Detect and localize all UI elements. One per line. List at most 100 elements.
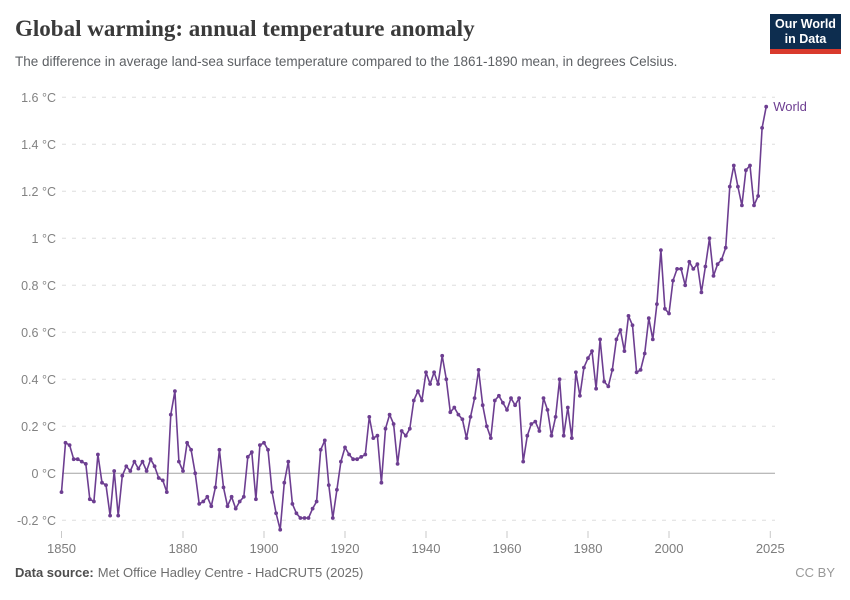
data-point[interactable] [104, 483, 108, 487]
data-point[interactable] [399, 429, 404, 433]
data-point[interactable] [152, 464, 157, 469]
data-point[interactable] [407, 426, 412, 431]
data-point[interactable] [136, 466, 141, 471]
data-point[interactable] [594, 386, 598, 391]
data-point[interactable] [695, 262, 700, 267]
data-point[interactable] [432, 370, 436, 375]
data-point[interactable] [634, 370, 639, 375]
data-point[interactable] [456, 412, 461, 417]
data-point[interactable] [444, 377, 449, 382]
data-point[interactable] [87, 497, 92, 502]
data-point[interactable] [148, 457, 153, 462]
data-point[interactable] [205, 494, 210, 499]
data-point[interactable] [241, 494, 246, 499]
data-point[interactable] [472, 396, 477, 400]
data-point[interactable] [371, 436, 376, 440]
data-point[interactable] [75, 457, 80, 462]
data-point[interactable] [359, 455, 364, 459]
data-point[interactable] [492, 398, 497, 403]
data-point[interactable] [622, 349, 627, 353]
data-point[interactable] [699, 290, 704, 295]
data-point[interactable] [181, 469, 185, 473]
data-point[interactable] [395, 462, 400, 466]
data-point[interactable] [638, 368, 643, 372]
data-point[interactable] [116, 513, 121, 518]
data-point[interactable] [618, 328, 623, 332]
data-point[interactable] [659, 248, 663, 253]
data-point[interactable] [391, 422, 396, 426]
data-point[interactable] [221, 485, 226, 490]
data-point[interactable] [339, 459, 343, 464]
data-point[interactable] [286, 459, 291, 464]
data-point[interactable] [497, 393, 501, 398]
data-point[interactable] [262, 440, 266, 445]
data-point[interactable] [258, 443, 262, 447]
data-point[interactable] [249, 450, 254, 455]
data-point[interactable] [318, 447, 323, 452]
data-point[interactable] [355, 457, 359, 462]
data-point[interactable] [646, 316, 651, 321]
data-point[interactable] [565, 405, 570, 410]
data-point[interactable] [675, 267, 679, 271]
data-point[interactable] [703, 264, 708, 269]
data-point[interactable] [569, 436, 574, 440]
data-point[interactable] [679, 267, 683, 271]
data-point[interactable] [185, 440, 190, 445]
data-point[interactable] [177, 459, 181, 464]
data-point[interactable] [63, 440, 68, 445]
data-point[interactable] [650, 337, 655, 342]
data-point[interactable] [476, 368, 481, 372]
data-point[interactable] [578, 393, 582, 398]
data-point[interactable] [691, 267, 696, 271]
data-point[interactable] [403, 433, 408, 438]
data-point[interactable] [630, 323, 635, 328]
data-point[interactable] [168, 412, 173, 417]
data-point[interactable] [480, 403, 485, 408]
data-point[interactable] [537, 429, 542, 433]
data-point[interactable] [590, 349, 594, 353]
data-point[interactable] [610, 368, 615, 372]
data-point[interactable] [667, 311, 671, 316]
data-point[interactable] [59, 490, 64, 494]
data-point[interactable] [727, 184, 732, 189]
data-point[interactable] [306, 516, 311, 520]
data-point[interactable] [549, 433, 554, 438]
data-point[interactable] [740, 203, 744, 208]
data-point[interactable] [606, 384, 611, 389]
data-point[interactable] [529, 422, 534, 426]
data-point[interactable] [278, 527, 283, 532]
data-point[interactable] [217, 447, 222, 452]
data-point[interactable] [731, 163, 736, 168]
data-point[interactable] [655, 302, 659, 306]
data-point[interactable] [683, 283, 688, 288]
data-point[interactable] [598, 337, 602, 342]
data-point[interactable] [96, 452, 100, 457]
data-point[interactable] [156, 476, 161, 480]
data-point[interactable] [509, 396, 513, 400]
data-point[interactable] [460, 417, 465, 422]
data-point[interactable] [379, 480, 384, 485]
data-point[interactable] [715, 262, 720, 267]
data-point[interactable] [626, 314, 631, 318]
data-point[interactable] [330, 516, 335, 520]
data-point[interactable] [144, 469, 149, 473]
data-point[interactable] [553, 415, 558, 419]
data-point[interactable] [501, 400, 505, 405]
data-point[interactable] [108, 513, 112, 518]
data-point[interactable] [225, 504, 230, 509]
data-point[interactable] [541, 396, 546, 400]
data-point[interactable] [193, 471, 198, 476]
data-point[interactable] [112, 469, 117, 473]
data-point[interactable] [756, 194, 760, 198]
license-cc-by-link[interactable]: CC BY [795, 565, 835, 580]
data-point[interactable] [375, 433, 380, 438]
data-point[interactable] [719, 257, 724, 262]
data-point[interactable] [92, 499, 96, 504]
data-point[interactable] [436, 382, 440, 386]
data-point[interactable] [440, 353, 445, 358]
data-point[interactable] [468, 415, 473, 419]
data-point[interactable] [233, 506, 238, 511]
data-point[interactable] [302, 516, 307, 520]
data-point[interactable] [140, 459, 145, 464]
data-point[interactable] [67, 443, 72, 447]
